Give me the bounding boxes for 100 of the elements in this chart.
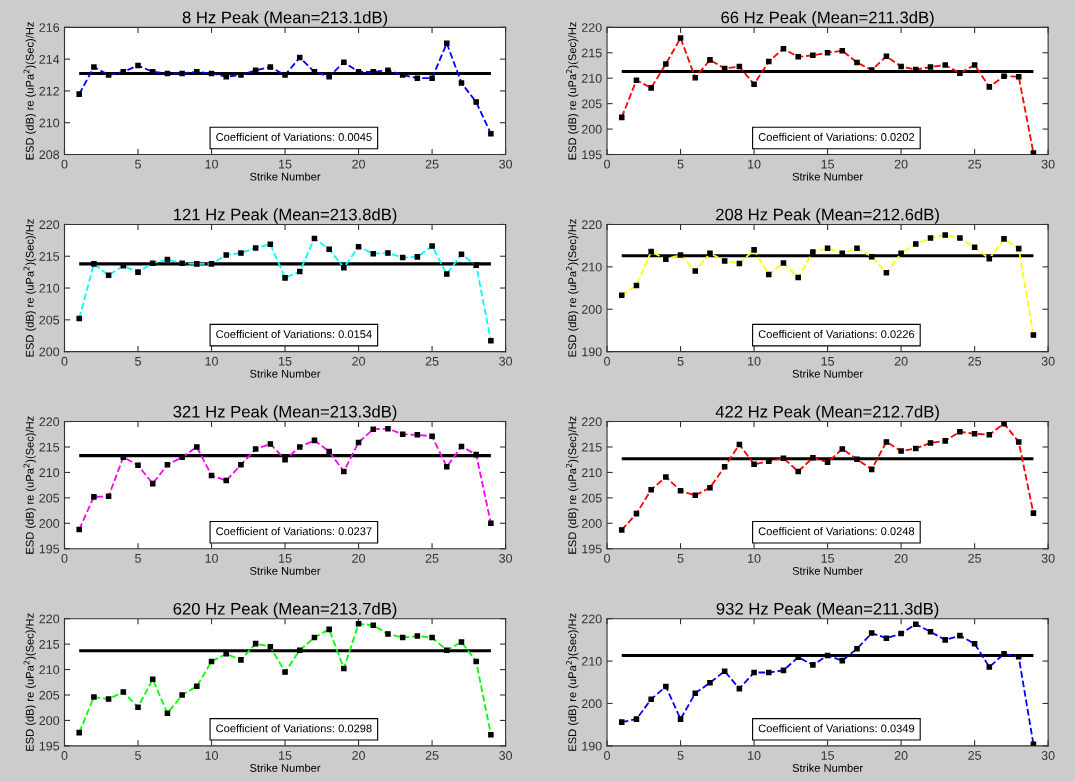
x-tick-label: 0	[604, 356, 611, 366]
chart-title: 321 Hz Peak (Mean=213.3dB)	[173, 405, 397, 421]
x-tick-label: 30	[1041, 553, 1055, 563]
chart-title: 66 Hz Peak (Mean=211.3dB)	[721, 11, 934, 27]
annotation: Coefficient of Variations: 0.0237	[216, 527, 372, 536]
y-tick-label: 200	[581, 519, 602, 528]
y-tick-label: 215	[39, 442, 60, 452]
y-tick-label: 200	[39, 716, 60, 726]
chart-title: 620 Hz Peak (Mean=213.7dB)	[173, 602, 397, 618]
x-axis-title: Strike Number	[250, 566, 321, 575]
x-tick-label: 30	[1041, 159, 1055, 169]
x-tick-label: 15	[279, 356, 292, 366]
x-tick-label: 10	[205, 751, 218, 760]
x-tick-label: 25	[968, 751, 982, 760]
y-tick-label: 205	[581, 99, 602, 109]
x-tick-label: 25	[425, 356, 439, 366]
x-tick-label: 5	[677, 554, 684, 563]
y-tick-label: 205	[39, 690, 60, 700]
x-tick-label: 30	[499, 751, 513, 760]
y-tick-label: 205	[581, 493, 602, 503]
annotation: Coefficient of Variations: 0.0298	[216, 724, 372, 733]
y-tick-label: 220	[39, 220, 60, 230]
x-axis-title: Strike Number	[792, 566, 863, 575]
chart-title: 932 Hz Peak (Mean=211.3dB)	[716, 602, 939, 618]
annotation: Coefficient of Variations: 0.0202	[758, 132, 915, 141]
x-tick-label: 0	[604, 751, 611, 760]
y-tick-label: 195	[39, 544, 60, 554]
x-tick-label: 30	[1041, 751, 1055, 760]
x-axis-title: Strike Number	[792, 172, 863, 181]
y-tick-label: 200	[581, 124, 602, 134]
x-tick-label: 5	[135, 751, 141, 760]
y-axis-title: ESD (dB) re (uPa$^{2}$)(Sec)/Hz	[23, 219, 36, 357]
annotation: Coefficient of Variations: 0.0248	[758, 527, 915, 536]
y-tick-label: 208	[39, 150, 60, 160]
y-tick-label: 210	[581, 262, 602, 272]
y-axis-title: ESD (dB) re (uPa$^{2}$)(Sec)/Hz	[566, 22, 579, 160]
y-tick-label: 200	[581, 699, 602, 709]
annotation: Coefficient of Variations: 0.0045	[216, 132, 372, 141]
x-tick-label: 5	[677, 159, 684, 169]
x-tick-label: 15	[821, 751, 835, 760]
y-tick-label: 220	[39, 417, 60, 427]
y-tick-label: 210	[39, 468, 60, 478]
x-tick-label: 30	[1041, 356, 1055, 366]
y-tick-label: 210	[39, 283, 60, 293]
y-tick-label: 215	[581, 48, 602, 58]
y-axis-title: ESD (dB) re (uPa$^{2}$)(Sec)/Hz	[23, 416, 36, 554]
x-tick-label: 25	[425, 751, 439, 760]
y-tick-label: 220	[39, 614, 60, 624]
x-tick-label: 5	[135, 554, 141, 563]
y-tick-label: 220	[581, 614, 602, 624]
x-tick-label: 15	[821, 159, 835, 169]
x-axis-title: Strike Number	[250, 763, 321, 772]
y-tick-label: 200	[39, 519, 60, 528]
x-tick-label: 10	[748, 751, 761, 760]
x-tick-label: 0	[61, 751, 68, 760]
y-tick-label: 195	[582, 544, 602, 554]
y-tick-label: 215	[39, 252, 60, 261]
x-tick-label: 0	[604, 159, 611, 169]
y-tick-label: 190	[582, 347, 602, 357]
x-tick-label: 25	[425, 553, 439, 563]
y-tick-label: 200	[581, 305, 602, 314]
x-tick-label: 15	[821, 554, 835, 563]
x-tick-label: 5	[677, 751, 684, 760]
y-tick-label: 210	[581, 74, 602, 83]
x-tick-label: 15	[279, 751, 292, 760]
y-tick-label: 205	[39, 315, 60, 325]
x-tick-label: 5	[135, 159, 141, 169]
x-tick-label: 20	[352, 553, 366, 563]
x-tick-label: 25	[968, 553, 982, 563]
chart-title: 121 Hz Peak (Mean=213.8dB)	[173, 208, 397, 224]
x-axis-title: Strike Number	[792, 369, 863, 378]
y-tick-label: 195	[582, 150, 602, 160]
x-tick-label: 30	[499, 356, 513, 366]
y-axis-title: ESD (dB) re (uPa$^{2}$)(Sec)/Hz	[23, 22, 36, 160]
x-tick-label: 5	[677, 356, 684, 366]
chart-title: 8 Hz Peak (Mean=213.1dB)	[182, 11, 388, 27]
x-tick-label: 15	[279, 554, 292, 563]
x-tick-label: 25	[968, 159, 982, 169]
x-tick-label: 20	[894, 159, 908, 169]
x-tick-label: 10	[748, 356, 761, 366]
x-axis-title: Strike Number	[250, 172, 321, 181]
x-tick-label: 0	[604, 553, 611, 563]
x-tick-label: 0	[61, 553, 68, 563]
x-tick-label: 10	[748, 553, 761, 563]
x-tick-label: 20	[352, 159, 366, 169]
y-axis-title: ESD (dB) re (uPa$^{2}$)(Sec)/Hz	[566, 613, 579, 751]
x-tick-label: 15	[279, 159, 292, 169]
y-tick-label: 200	[39, 347, 60, 357]
x-tick-label: 20	[352, 751, 366, 760]
x-tick-label: 15	[821, 356, 835, 366]
y-axis-title: ESD (dB) re (uPa$^{2}$)(Sec)/Hz	[566, 219, 579, 357]
x-tick-label: 25	[425, 159, 439, 169]
x-tick-label: 30	[499, 553, 513, 563]
annotation: Coefficient of Variations: 0.0154	[216, 329, 372, 339]
y-tick-label: 190	[582, 741, 602, 751]
chart-title: 422 Hz Peak (Mean=212.7dB)	[715, 405, 939, 421]
y-tick-label: 216	[39, 23, 60, 32]
y-tick-label: 205	[39, 493, 60, 503]
y-tick-label: 195	[39, 741, 60, 751]
x-tick-label: 20	[894, 751, 908, 760]
